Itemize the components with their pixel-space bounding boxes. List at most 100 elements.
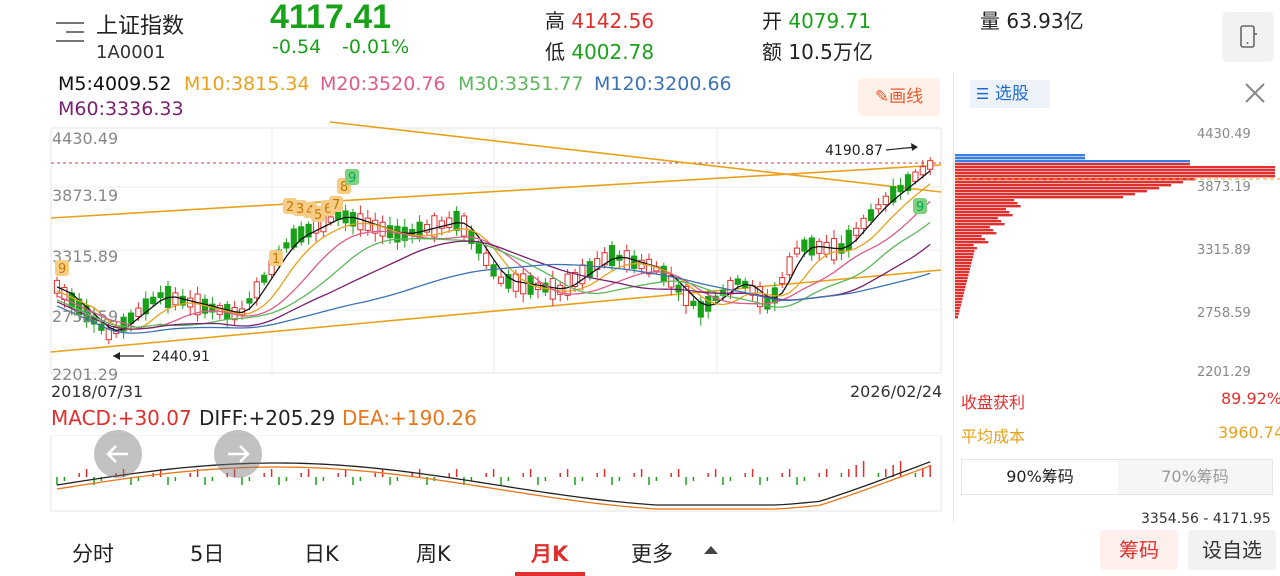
candle-body <box>261 274 268 283</box>
ma60-label: M60:3336.33 <box>58 98 184 120</box>
candle-body <box>586 261 593 278</box>
candle-body <box>675 284 682 293</box>
candle-body <box>779 277 786 285</box>
ma10-label: M10:3815.34 <box>184 73 310 95</box>
ma5-label: M5:4009.52 <box>58 73 172 95</box>
chip-bar <box>955 181 1183 184</box>
td-marker <box>913 198 927 214</box>
next-button[interactable] <box>214 430 262 478</box>
candle-body <box>157 292 164 299</box>
tab-90-chip[interactable]: 90%筹码 <box>962 460 1118 494</box>
candle-body <box>394 225 401 243</box>
chip-bar <box>955 160 1190 163</box>
td-marker-label: 7 <box>332 198 340 213</box>
chip-y-tick: 4430.49 <box>1197 127 1251 142</box>
y-tick-label: 4430.49 <box>52 129 118 148</box>
candle-body <box>645 258 653 275</box>
candle-body <box>601 252 608 266</box>
candle-body <box>379 221 386 237</box>
prev-button[interactable] <box>94 430 142 478</box>
chip-bar <box>955 163 1190 166</box>
start-date: 2018/07/31 <box>51 382 144 401</box>
add-watchlist-button[interactable]: 设自选 <box>1188 530 1276 570</box>
candle-body <box>150 296 157 305</box>
tab-5day[interactable]: 5日 <box>190 542 225 566</box>
dea-line <box>56 465 931 510</box>
chip-bar <box>955 187 1159 190</box>
candle-body <box>438 220 445 229</box>
tab-weekly-k[interactable]: 周K <box>416 542 451 566</box>
td-marker <box>345 169 359 185</box>
dea-value: DEA:+190.26 <box>342 406 477 430</box>
candle-body <box>327 216 334 223</box>
chip-bar <box>955 217 998 220</box>
candle-body <box>490 264 497 277</box>
candle-body <box>608 245 616 267</box>
diff-line <box>56 461 931 506</box>
tab-more[interactable]: 更多 <box>631 542 673 566</box>
candle-body <box>431 215 438 238</box>
candle-body <box>690 300 697 307</box>
candle-body <box>682 285 690 307</box>
chip-bar <box>955 310 960 313</box>
tab-intraday[interactable]: 分时 <box>72 542 114 566</box>
trendline-lower[interactable] <box>50 269 942 353</box>
chip-bar <box>955 199 1015 202</box>
tab-daily-k[interactable]: 日K <box>304 542 339 566</box>
chip-bar <box>955 256 973 259</box>
macd-chart[interactable] <box>0 435 950 515</box>
candle-body <box>830 238 838 261</box>
y-tick-label: 3315.89 <box>52 247 118 266</box>
chip-bar <box>955 286 966 289</box>
menu-icon[interactable] <box>56 22 84 48</box>
kline-chart[interactable]: 4430.49 3873.19 3315.89 2758.59 2201.29 2440… <box>0 120 950 410</box>
y-tick-label: 3873.19 <box>52 186 118 205</box>
profit-value: 89.92% <box>1221 389 1280 408</box>
candle-body <box>823 241 830 255</box>
chip-bar <box>955 298 963 301</box>
candle-body <box>305 223 312 238</box>
arrow-left-icon <box>106 445 128 463</box>
chevron-up-icon[interactable] <box>704 546 718 554</box>
stock-pick-button[interactable]: ☰ 选股 <box>970 80 1050 108</box>
trendline-upper[interactable] <box>50 164 942 219</box>
index-code: 1A0001 <box>96 42 166 63</box>
candle-body <box>172 292 179 306</box>
trendline-descending[interactable] <box>329 121 942 193</box>
chip-distribution-chart[interactable]: 4430.49 3873.19 3315.89 2758.59 2201.29 <box>955 118 1280 380</box>
chip-bar <box>955 205 1021 208</box>
chip-bar <box>955 196 1123 199</box>
chip-bar <box>955 268 970 271</box>
candle-body <box>912 171 919 182</box>
draw-line-button[interactable]: ✎画线 <box>858 78 940 116</box>
chip-bar <box>955 307 961 310</box>
chip-bar <box>955 259 973 262</box>
close-icon[interactable] <box>1244 82 1266 104</box>
candle-body <box>460 215 468 237</box>
avg-cost-label: 平均成本 <box>961 427 1026 446</box>
tab-70-chip[interactable]: 70%筹码 <box>1161 467 1229 486</box>
chip-bar <box>955 304 961 307</box>
chip-y-tick: 2201.29 <box>1197 365 1251 380</box>
candle-body <box>786 256 793 276</box>
td-marker-label: 1 <box>272 252 280 267</box>
chip-y-tick: 3315.89 <box>1197 243 1251 258</box>
chip-button[interactable]: 筹码 <box>1100 530 1178 570</box>
y-tick-label: 2758.59 <box>52 307 118 326</box>
td-marker-label: 5 <box>314 208 322 223</box>
candle-body <box>105 327 112 341</box>
tab-monthly-k[interactable]: 月K <box>531 542 569 566</box>
candle-body <box>520 273 527 295</box>
amount-quote: 额 10.5万亿 <box>762 40 873 64</box>
candle-body <box>867 209 875 222</box>
candle-body <box>897 184 904 193</box>
chip-bar <box>955 184 1171 187</box>
chip-bar <box>955 238 985 241</box>
candle-body <box>475 242 482 254</box>
ma120-label: M120:3200.66 <box>594 73 732 95</box>
chip-bar <box>955 202 1018 205</box>
chip-bar <box>955 283 967 286</box>
candle-body <box>904 174 912 191</box>
candle-body <box>298 226 305 243</box>
landscape-toggle-button[interactable] <box>1222 12 1274 62</box>
